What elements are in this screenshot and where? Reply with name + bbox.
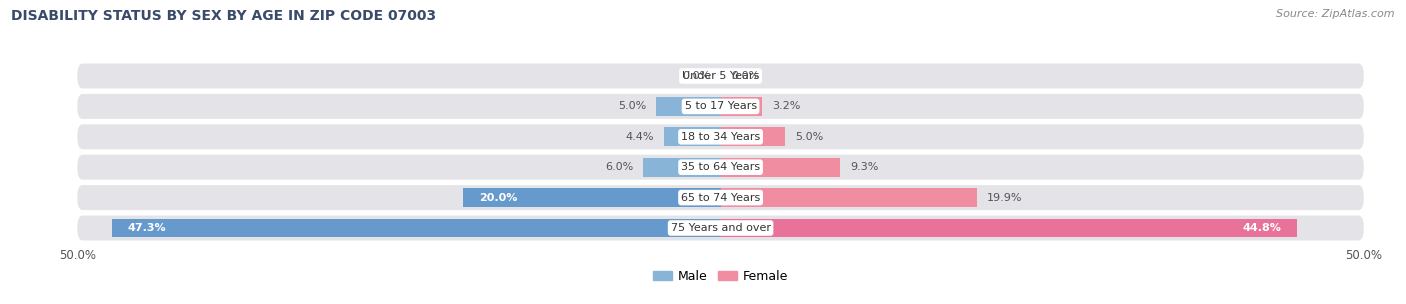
FancyBboxPatch shape <box>77 216 1364 240</box>
Bar <box>721 158 841 177</box>
FancyBboxPatch shape <box>77 124 1364 149</box>
Text: 5.0%: 5.0% <box>617 102 645 111</box>
Text: 44.8%: 44.8% <box>1243 223 1281 233</box>
Text: 35 to 64 Years: 35 to 64 Years <box>681 162 761 172</box>
Text: 65 to 74 Years: 65 to 74 Years <box>681 193 761 202</box>
Text: 75 Years and over: 75 Years and over <box>671 223 770 233</box>
Bar <box>657 97 721 116</box>
Bar <box>464 188 721 207</box>
Text: 19.9%: 19.9% <box>987 193 1022 202</box>
Legend: Male, Female: Male, Female <box>648 265 793 288</box>
Text: 5 to 17 Years: 5 to 17 Years <box>685 102 756 111</box>
FancyBboxPatch shape <box>77 94 1364 119</box>
Text: 3.2%: 3.2% <box>772 102 800 111</box>
Bar <box>721 219 1296 237</box>
Text: 47.3%: 47.3% <box>128 223 166 233</box>
Text: 20.0%: 20.0% <box>478 193 517 202</box>
Text: 0.0%: 0.0% <box>731 71 759 81</box>
Bar <box>721 97 762 116</box>
Text: 9.3%: 9.3% <box>851 162 879 172</box>
FancyBboxPatch shape <box>77 64 1364 88</box>
Bar <box>721 188 977 207</box>
Text: 18 to 34 Years: 18 to 34 Years <box>681 132 761 142</box>
Bar <box>644 158 721 177</box>
FancyBboxPatch shape <box>77 185 1364 210</box>
Text: DISABILITY STATUS BY SEX BY AGE IN ZIP CODE 07003: DISABILITY STATUS BY SEX BY AGE IN ZIP C… <box>11 9 436 23</box>
Bar <box>721 127 785 146</box>
FancyBboxPatch shape <box>77 155 1364 180</box>
Text: Source: ZipAtlas.com: Source: ZipAtlas.com <box>1277 9 1395 19</box>
Text: 6.0%: 6.0% <box>605 162 633 172</box>
Bar <box>664 127 721 146</box>
Text: 4.4%: 4.4% <box>626 132 654 142</box>
Text: 0.0%: 0.0% <box>682 71 710 81</box>
Text: Under 5 Years: Under 5 Years <box>682 71 759 81</box>
Bar <box>112 219 721 237</box>
Text: 5.0%: 5.0% <box>796 132 824 142</box>
